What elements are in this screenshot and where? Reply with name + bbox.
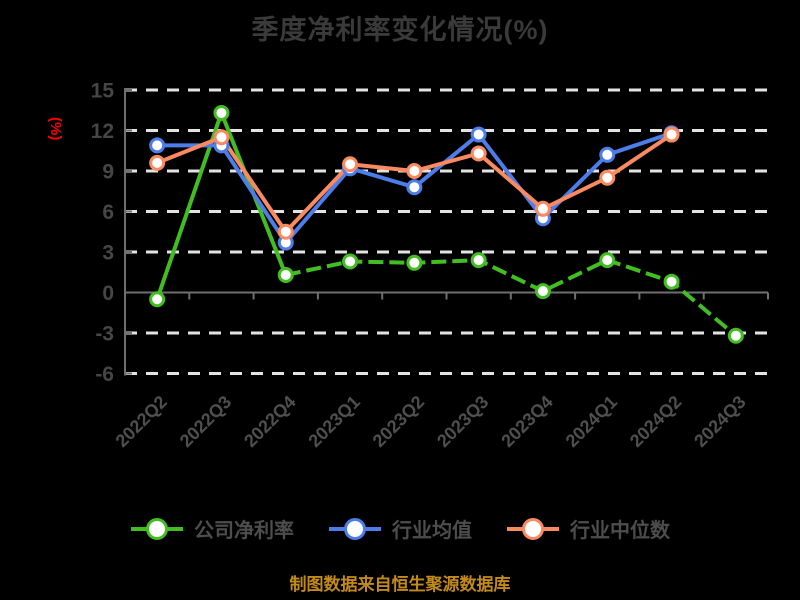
y-tick-label: -3 — [95, 322, 114, 345]
x-tick-label: 2023Q1 — [304, 392, 363, 451]
y-tick-label: 9 — [102, 160, 114, 183]
x-tick-label: 2023Q3 — [433, 392, 492, 451]
x-tick-label: 2022Q2 — [112, 392, 171, 451]
legend-label: 行业中位数 — [570, 520, 670, 542]
data-point-marker-s0 — [663, 273, 680, 290]
data-point-marker-s2 — [599, 169, 616, 186]
data-point-marker-s1 — [470, 126, 487, 143]
data-point-marker-s0 — [342, 253, 359, 270]
x-tick-label: 2024Q3 — [690, 392, 749, 451]
data-point-marker-s2 — [149, 154, 166, 171]
data-point-marker-s2 — [277, 223, 294, 240]
data-point-marker-s2 — [406, 163, 423, 179]
y-tick-label: 0 — [102, 282, 114, 305]
data-point-marker-s1 — [406, 179, 423, 196]
chart-title: 季度净利率变化情况(%) — [251, 15, 549, 45]
y-tick-label: 6 — [102, 201, 114, 224]
data-point-marker-s0 — [534, 283, 551, 300]
x-tick-label: 2024Q1 — [562, 392, 621, 451]
data-point-marker-s2 — [663, 126, 680, 143]
data-point-marker-s2 — [342, 156, 359, 173]
data-source-caption: 制图数据来自恒生聚源数据库 — [289, 575, 511, 594]
legend-item-1[interactable]: 行业均值 — [328, 514, 472, 543]
data-point-marker-s0 — [470, 252, 487, 269]
data-point-marker-s1 — [149, 137, 166, 154]
y-tick-label: 12 — [91, 120, 114, 143]
legend-line-marker-icon — [329, 517, 381, 540]
y-tick-label: 3 — [102, 241, 114, 264]
x-tick-label: 2022Q4 — [240, 392, 299, 451]
x-tick-label: 2023Q4 — [497, 392, 556, 451]
x-tick-label: 2023Q2 — [369, 392, 428, 451]
legend-label: 公司净利率 — [194, 520, 294, 542]
data-point-marker-s0 — [727, 327, 744, 344]
y-tick-label: 15 — [91, 79, 115, 102]
data-point-marker-s0 — [599, 252, 616, 269]
legend-label: 行业均值 — [392, 520, 472, 542]
x-tick-label: 2024Q2 — [626, 392, 685, 451]
legend-line-marker-icon — [507, 517, 559, 540]
data-point-marker-s2 — [470, 145, 487, 162]
data-point-marker-s0 — [213, 104, 230, 121]
y-tick-label: -6 — [95, 363, 114, 386]
data-point-marker-s1 — [599, 146, 616, 163]
data-point-marker-s0 — [406, 254, 423, 271]
data-point-marker-s2 — [213, 129, 230, 146]
legend: 公司净利率 行业均值 行业中位数 — [0, 514, 800, 543]
x-tick-label: 2022Q3 — [176, 392, 235, 451]
legend-line-marker-icon — [131, 517, 183, 540]
series-line-0-dashed — [285, 258, 738, 338]
data-point-marker-s0 — [277, 266, 294, 283]
data-point-marker-s2 — [534, 200, 551, 217]
legend-item-0[interactable]: 公司净利率 — [130, 514, 294, 543]
data-point-marker-s0 — [149, 291, 166, 308]
legend-item-2[interactable]: 行业中位数 — [506, 514, 670, 543]
